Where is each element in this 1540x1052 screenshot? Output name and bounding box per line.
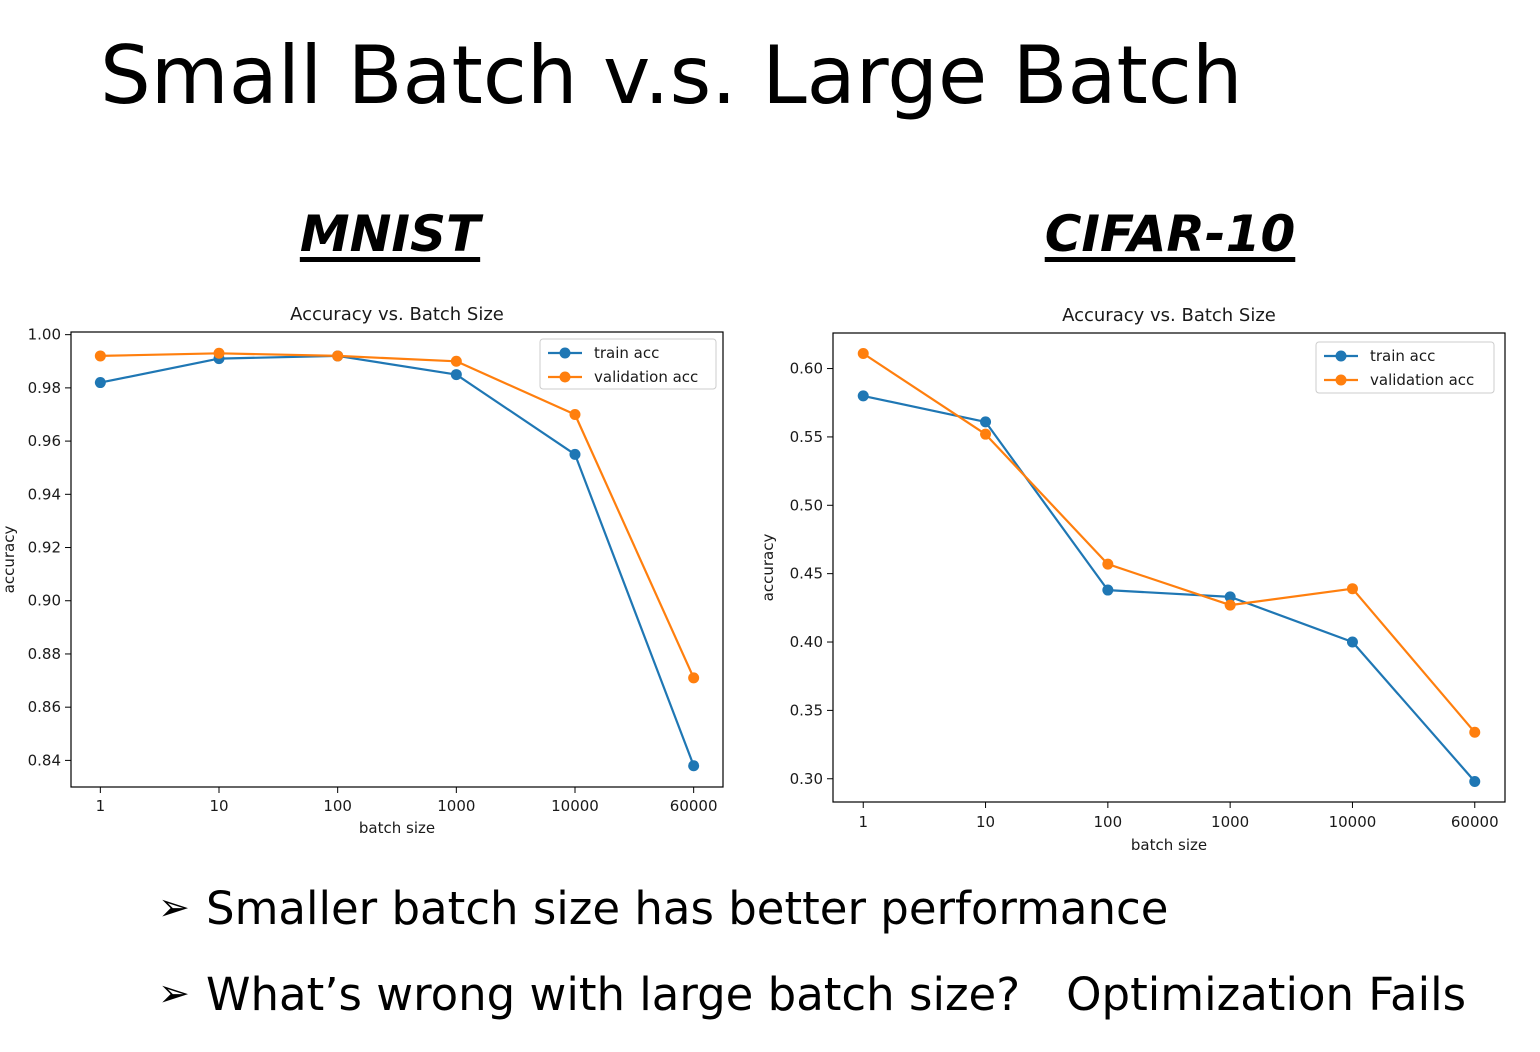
bullet-text: Smaller batch size has better performanc…: [206, 882, 1169, 935]
x-tick-label: 60000: [670, 797, 718, 815]
arrow-bullet-icon: ➢: [158, 885, 190, 929]
y-tick-label: 0.96: [28, 432, 61, 450]
y-tick-label: 0.98: [28, 379, 61, 397]
plot-frame: [832, 332, 1506, 803]
x-tick-label: 10: [976, 813, 995, 831]
legend-label: train acc: [594, 344, 659, 362]
series-line-train: [100, 354, 695, 767]
data-point-validation: [450, 355, 462, 367]
data-point-validation: [213, 347, 225, 359]
x-tick-label: 60000: [1451, 813, 1499, 831]
data-point-train: [857, 390, 869, 402]
legend-marker: [1335, 374, 1347, 386]
y-tick-label: 0.60: [790, 360, 823, 378]
slide-title: Small Batch v.s. Large Batch: [100, 29, 1243, 122]
y-tick-label: 0.50: [790, 496, 823, 514]
chart-title: Accuracy vs. Batch Size: [1062, 305, 1276, 326]
y-tick-label: 0.88: [28, 645, 61, 663]
x-tick-label: 10000: [551, 797, 599, 815]
series-line-validation: [862, 352, 1476, 734]
y-tick-label: 0.90: [28, 592, 61, 610]
legend-marker: [559, 347, 571, 359]
legend-marker: [1335, 350, 1347, 362]
y-tick-label: 0.45: [790, 565, 823, 583]
data-point-validation: [980, 428, 992, 440]
legend-label: validation acc: [1370, 371, 1474, 389]
data-point-train: [94, 377, 106, 389]
y-tick-label: 0.84: [28, 751, 61, 769]
x-tick-label: 100: [323, 797, 352, 815]
plot-frame: [70, 331, 724, 788]
series-line-validation: [100, 352, 695, 679]
series-line-train: [862, 394, 1476, 783]
y-tick-label: 0.94: [28, 485, 61, 503]
data-point-validation: [1469, 726, 1481, 738]
cifar10-heading: CIFAR-10: [1044, 205, 1296, 263]
legend-marker: [559, 371, 571, 383]
bullet-answer: Optimization Fails: [1066, 968, 1467, 1021]
x-tick-label: 1: [96, 797, 106, 815]
y-axis-label: accuracy: [0, 526, 18, 594]
y-tick-label: 0.35: [790, 701, 823, 719]
y-tick-label: 0.40: [790, 633, 823, 651]
data-point-validation: [1346, 583, 1358, 595]
x-axis-label: batch size: [359, 819, 435, 837]
data-point-validation: [688, 672, 700, 684]
bullet-text: What’s wrong with large batch size?: [206, 968, 1021, 1021]
data-point-train: [450, 369, 462, 381]
legend-label: validation acc: [594, 368, 698, 386]
x-tick-label: 1: [858, 813, 868, 831]
chart-title: Accuracy vs. Batch Size: [290, 304, 504, 325]
x-tick-label: 1000: [1211, 813, 1249, 831]
data-point-validation: [1102, 558, 1114, 570]
y-axis-label: accuracy: [759, 534, 777, 602]
x-axis-label: batch size: [1131, 836, 1207, 854]
legend-box: [539, 338, 717, 390]
y-tick-label: 0.86: [28, 698, 61, 716]
x-tick-label: 10000: [1329, 813, 1377, 831]
bullet-item: ➢ What’s wrong with large batch size? Opti…: [158, 968, 1466, 1021]
legend-box: [1315, 341, 1495, 394]
y-tick-label: 0.55: [790, 428, 823, 446]
data-point-validation: [857, 348, 869, 360]
x-tick-label: 1000: [437, 797, 475, 815]
data-point-train: [1224, 591, 1236, 603]
arrow-bullet-icon: ➢: [158, 971, 190, 1015]
mnist-heading: MNIST: [299, 205, 481, 263]
x-tick-label: 100: [1094, 813, 1123, 831]
data-point-train: [569, 448, 581, 460]
y-tick-label: 0.30: [790, 770, 823, 788]
data-point-validation: [94, 350, 106, 362]
data-point-validation: [1224, 599, 1236, 611]
y-tick-label: 1.00: [28, 326, 61, 344]
x-tick-label: 10: [209, 797, 228, 815]
data-point-train: [688, 760, 700, 772]
data-point-train: [1346, 636, 1358, 648]
mnist-accuracy-chart: Accuracy vs. Batch Size 1 10 100 1000 10000 60…: [0, 304, 724, 837]
data-point-validation: [569, 408, 581, 420]
bullet-item: ➢ Smaller batch size has better performan…: [158, 882, 1168, 935]
legend-label: train acc: [1370, 347, 1435, 365]
data-point-train: [1469, 775, 1481, 787]
y-tick-label: 0.92: [28, 539, 61, 557]
data-point-train: [980, 416, 992, 428]
cifar10-accuracy-chart: Accuracy vs. Batch Size 1 10 100 1000 10000 60…: [759, 305, 1506, 854]
data-point-train: [1102, 584, 1114, 596]
data-point-validation: [332, 350, 344, 362]
